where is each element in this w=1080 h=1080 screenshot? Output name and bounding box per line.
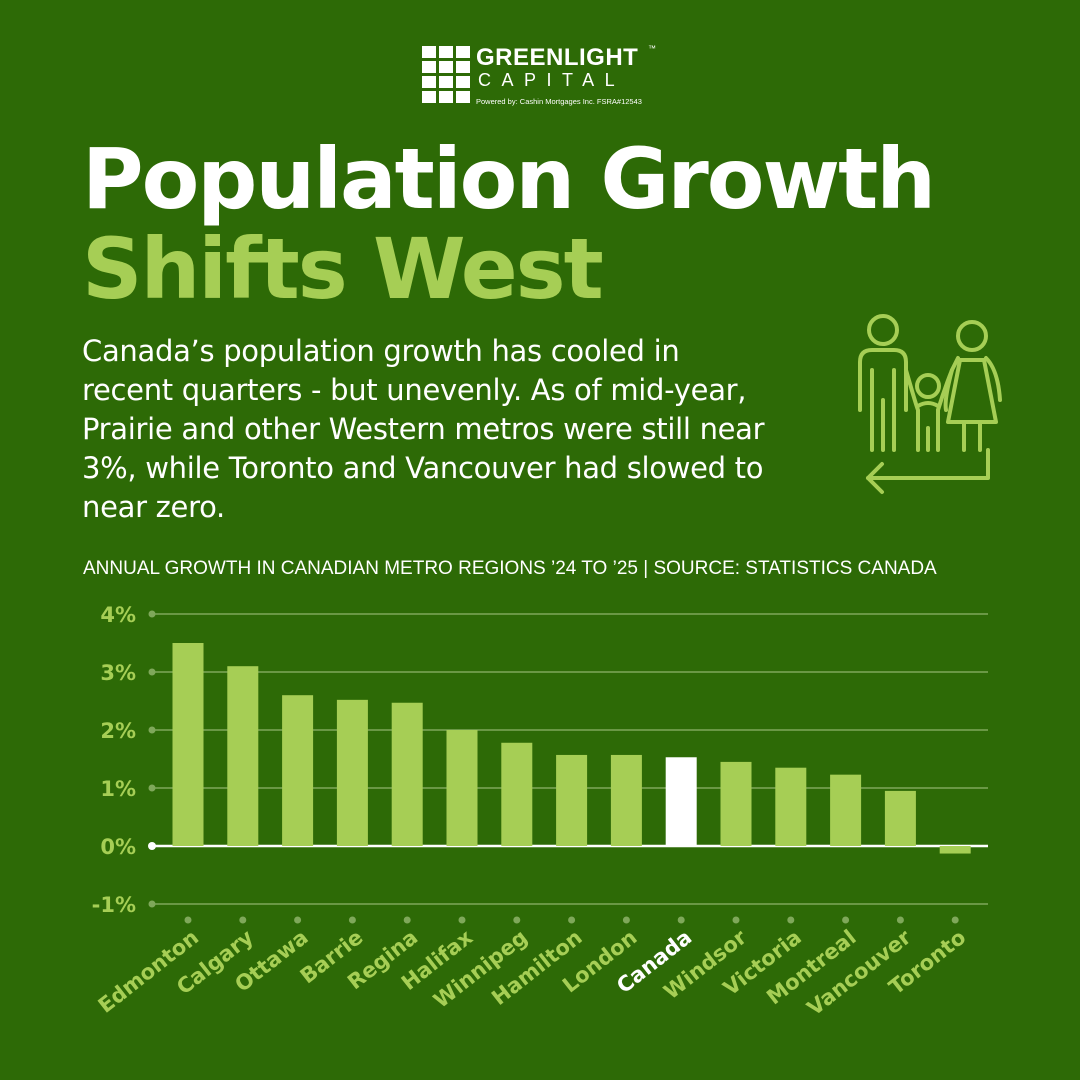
y-tick-label: 1%: [100, 777, 136, 801]
chart-subtitle: ANNUAL GROWTH IN CANADIAN METRO REGIONS …: [83, 558, 937, 579]
gridline-dot: [148, 726, 156, 734]
x-tick-dot: [568, 916, 576, 924]
bar-regina: [391, 702, 423, 846]
bar-windsor: [720, 761, 752, 846]
x-tick-dot: [622, 916, 630, 924]
logo-mark-icon: [422, 46, 470, 103]
y-tick-label: 0%: [100, 835, 136, 859]
bar-hamilton: [556, 754, 588, 846]
y-tick-label: 3%: [100, 661, 136, 685]
bar-vancouver: [884, 790, 916, 846]
gridline-dot: [148, 668, 156, 676]
logo-name: GREENLIGHT: [476, 44, 639, 71]
y-tick-label: 2%: [100, 719, 136, 743]
greenlight-logo: GREENLIGHT ™ CAPITAL Powered by: Cashin …: [422, 44, 662, 110]
gridline-dot: [148, 784, 156, 792]
page-title-line2: Shifts West: [82, 220, 604, 318]
x-tick-dot: [732, 916, 740, 924]
x-tick-dot: [184, 916, 192, 924]
gridline-dot: [148, 842, 156, 850]
x-tick-dot: [458, 916, 466, 924]
x-tick-dot: [951, 916, 959, 924]
bar-winnipeg: [501, 742, 533, 846]
y-tick-label: -1%: [92, 893, 136, 917]
page-title-line1: Population Growth: [82, 130, 936, 228]
bar-calgary: [227, 666, 259, 846]
x-tick-dot: [842, 916, 850, 924]
bar-london: [610, 754, 642, 846]
x-tick-dot: [513, 916, 521, 924]
x-tick-dot: [677, 916, 685, 924]
bar-ottawa: [282, 695, 314, 846]
gridline-dot: [148, 610, 156, 618]
x-tick-dot: [348, 916, 356, 924]
logo-subtitle: CAPITAL: [478, 70, 626, 90]
x-tick-dot: [239, 916, 247, 924]
bar-montreal: [830, 774, 862, 846]
description-text: Canada’s population growth has cooled in…: [82, 334, 765, 524]
bar-chart: 4%3%2%1%0%-1%EdmontonCalgaryOttawaBarrie…: [92, 603, 988, 1020]
x-tick-dot: [896, 916, 904, 924]
bar-victoria: [775, 767, 807, 846]
gridline-dot: [148, 900, 156, 908]
bar-edmonton: [172, 643, 204, 846]
bar-canada: [665, 757, 697, 846]
family-icon: [858, 314, 1002, 494]
y-tick-label: 4%: [100, 603, 136, 627]
x-tick-dot: [403, 916, 411, 924]
x-tick-dot: [787, 916, 795, 924]
bar-halifax: [446, 730, 478, 846]
x-tick-dot: [294, 916, 302, 924]
bar-barrie: [336, 699, 368, 846]
logo-powered-by: Powered by: Cashin Mortgages Inc. FSRA#1…: [476, 97, 642, 106]
logo-trademark: ™: [648, 44, 656, 53]
bar-toronto: [939, 846, 971, 854]
